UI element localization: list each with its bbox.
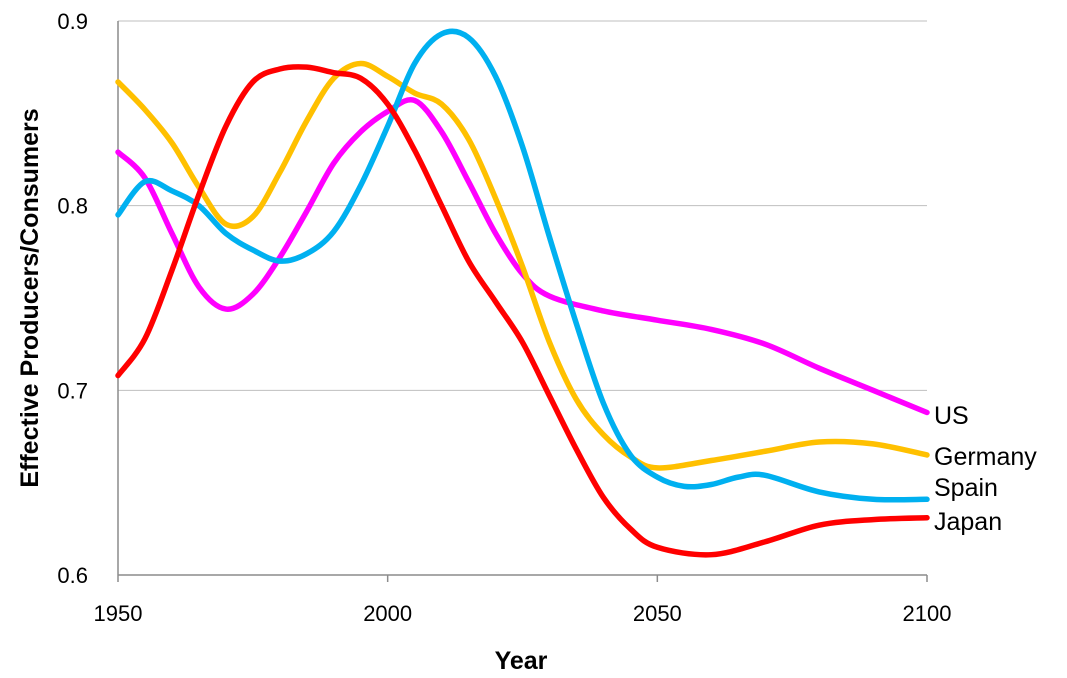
series-line-germany (115, 60, 930, 471)
series-label-spain: Spain (934, 474, 998, 502)
y-tick-label: 0.6 (57, 563, 88, 588)
y-tick-label: 0.7 (57, 378, 88, 403)
series-labels: US Germany Spain Japan (934, 402, 1037, 536)
y-tick-label: 0.8 (57, 194, 88, 219)
series-line-spain (115, 28, 930, 503)
series-line-japan (115, 64, 930, 558)
series-label-germany: Germany (934, 443, 1037, 471)
gridlines (118, 20, 927, 391)
series-line-us (115, 96, 930, 416)
series-label-us: US (934, 402, 969, 430)
x-tick-label: 2050 (633, 601, 682, 626)
axes: 0.6 0.7 0.8 0.9 1950 2000 2050 2100 (57, 9, 951, 626)
x-tick-label: 1950 (94, 601, 143, 626)
y-tick-label: 0.9 (57, 9, 88, 34)
x-axis-title: Year (495, 647, 548, 675)
series-label-japan: Japan (934, 508, 1002, 536)
series-lines (115, 28, 930, 558)
y-axis-title: Effective Producers/Consumers (16, 108, 44, 487)
x-tick-label: 2000 (363, 601, 412, 626)
x-tick-label: 2100 (903, 601, 952, 626)
